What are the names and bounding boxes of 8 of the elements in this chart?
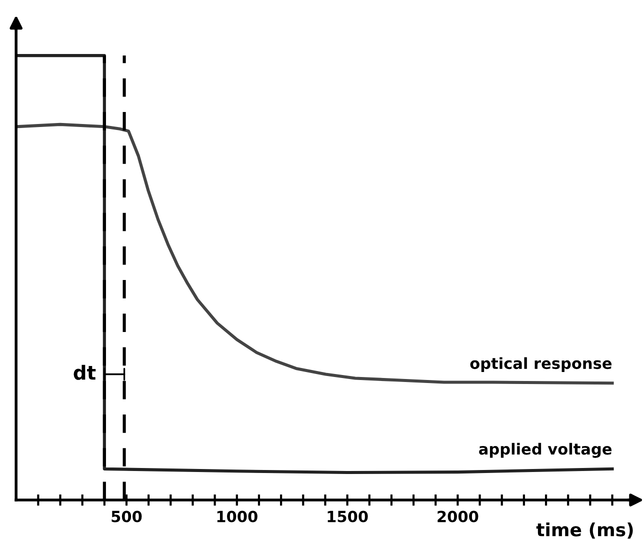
- series-label: applied voltage: [479, 442, 612, 458]
- x-axis-title: time (ms): [536, 522, 633, 539]
- x-tick-label: 1500: [328, 510, 368, 522]
- annotation: dt: [74, 364, 96, 380]
- x-tick-label: 500: [112, 510, 142, 522]
- series-label: optical response: [470, 357, 612, 372]
- x-tick-label: 1000: [217, 510, 258, 522]
- x-tick-label: 2000: [438, 510, 478, 522]
